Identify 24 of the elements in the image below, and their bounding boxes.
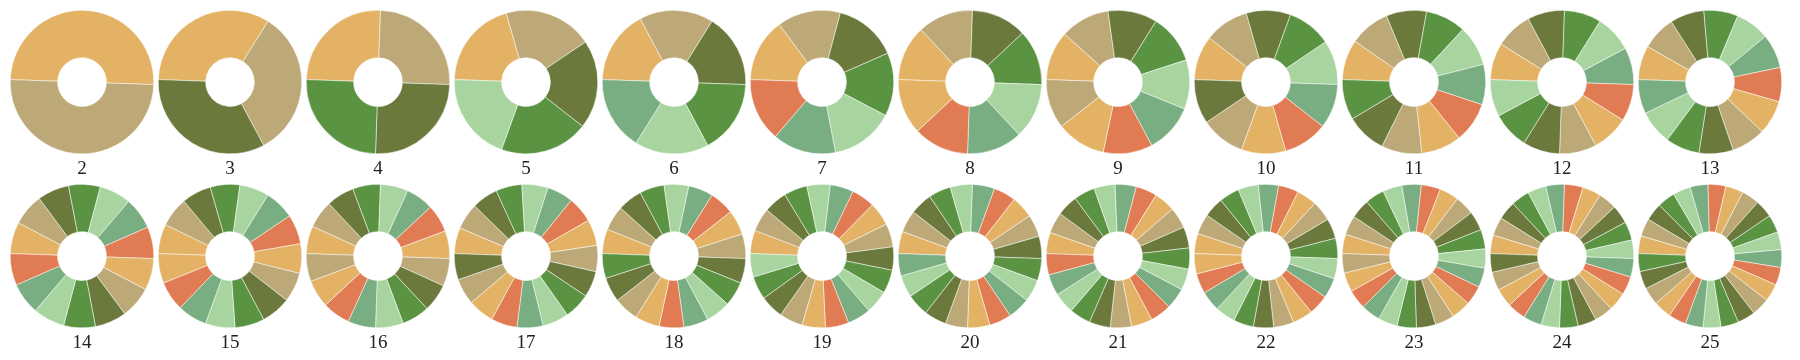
text: 14 [72,330,92,352]
text: 9 [1113,156,1123,178]
text: 4 [373,156,384,178]
text: 6 [669,156,679,178]
text: 19 [812,330,832,352]
text: 15 [220,330,240,352]
text: 24 [1552,330,1572,352]
text: 10 [1256,156,1276,178]
text: 5 [521,156,531,178]
text: 17 [516,330,536,352]
text: 23 [1404,330,1424,352]
text: 25 [1700,330,1720,352]
text: 2 [77,156,87,178]
text: 3 [225,156,235,178]
text: 8 [965,156,975,178]
text: 21 [1108,330,1128,352]
text: 13 [1700,156,1720,178]
text: 22 [1256,330,1276,352]
text: 11 [1404,156,1424,178]
text: 20 [960,330,980,352]
text: 7 [817,156,827,178]
text: 16 [368,330,388,352]
text: 18 [664,330,684,352]
text: 12 [1552,156,1572,178]
